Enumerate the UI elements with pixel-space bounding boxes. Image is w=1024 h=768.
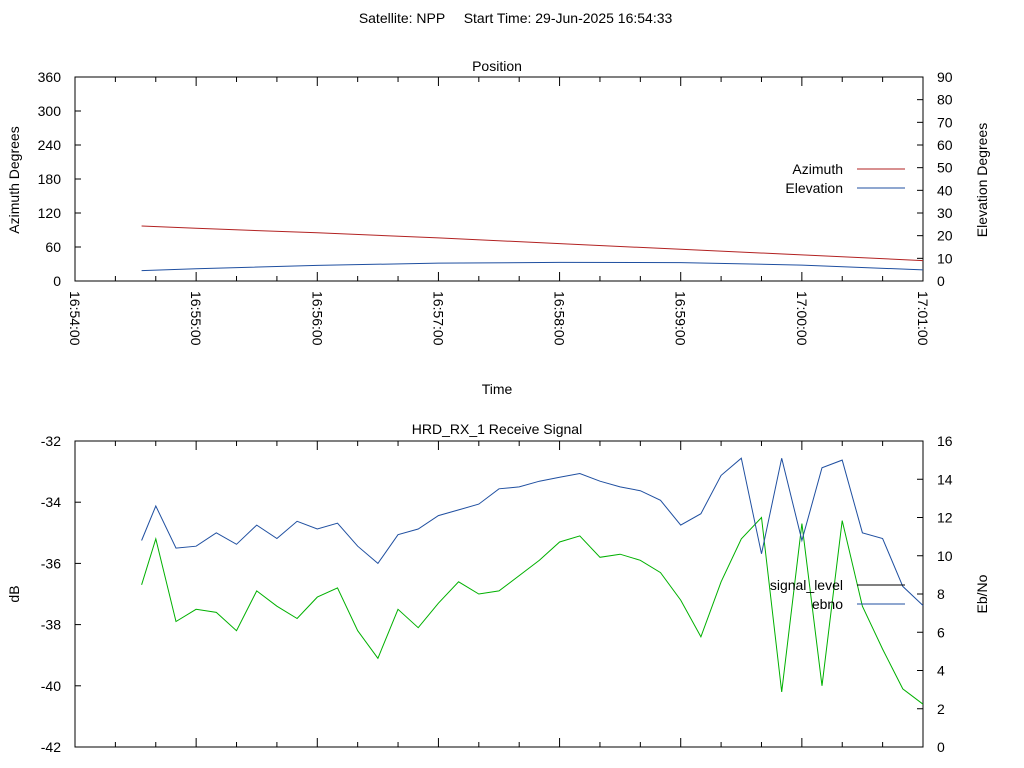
position-title: Position	[472, 58, 522, 74]
position-x-tick-label: 17:00:00	[794, 291, 810, 346]
signal-level-series-line	[141, 516, 924, 705]
position-tick-marks	[74, 76, 924, 282]
position-x-tick-label: 16:57:00	[430, 291, 446, 346]
signal-y-tick-label: -32	[41, 433, 61, 449]
position-x-axis-title: Time	[482, 381, 513, 397]
position-x-tick-label: 16:59:00	[673, 291, 689, 346]
position-y2-tick-label: 0	[937, 273, 945, 289]
position-x-tick-label: 16:56:00	[309, 291, 325, 346]
signal-y2-axis-title: Eb/No	[974, 574, 990, 613]
position-y-tick-label: 240	[38, 137, 62, 153]
header-satellite: Satellite: NPP	[359, 10, 445, 26]
signal-y-tick-label: -38	[41, 617, 61, 633]
position-x-tick-label: 17:01:00	[915, 291, 931, 346]
signal-y2-tick-label: 4	[937, 663, 945, 679]
legend-ebno-label: ebno	[812, 596, 843, 612]
signal-y-tick-label: -34	[41, 494, 61, 510]
signal-y2-tick-label: 16	[937, 433, 953, 449]
position-y2-tick-label: 50	[937, 160, 953, 176]
position-y-tick-labels: 0 60 120 180 240 300 360	[38, 69, 62, 289]
signal-y2-tick-label: 14	[937, 471, 953, 487]
position-y-tick-label: 300	[38, 103, 62, 119]
signal-y2-tick-labels: 0 2 4 6 8 10 12 14 16	[937, 433, 953, 755]
position-y-tick-label: 360	[38, 69, 62, 85]
signal-panel: HRD_RX_1 Receive Signal -42-40-38-36-34-…	[6, 421, 990, 755]
legend-signal-level-label: signal_level	[770, 577, 843, 593]
position-x-tick-label: 16:55:00	[188, 291, 204, 346]
position-y2-tick-labels: 0 10 20 30 40 50 60 70 80 90	[937, 69, 953, 289]
signal-y-tick-label: -42	[41, 739, 61, 755]
position-x-tick-label: 16:58:00	[552, 291, 568, 346]
position-y2-tick-label: 20	[937, 228, 953, 244]
ebno-series-line	[141, 457, 924, 606]
signal-legend: signal_level ebno	[770, 577, 905, 612]
position-y2-tick-label: 40	[937, 182, 953, 198]
position-y2-tick-label: 30	[937, 205, 953, 221]
position-x-tick-labels: 16:54:00 16:55:00 16:56:00 16:57:00 16:58:00…	[67, 291, 931, 346]
signal-y2-tick-label: 12	[937, 510, 953, 526]
position-y2-tick-label: 10	[937, 250, 953, 266]
signal-y2-tick-label: 2	[937, 701, 945, 717]
signal-tick-marks	[74, 440, 924, 748]
signal-y2-tick-label: 10	[937, 548, 953, 564]
signal-title: HRD_RX_1 Receive Signal	[412, 421, 582, 437]
position-y-tick-label: 60	[45, 239, 61, 255]
position-y2-tick-label: 70	[937, 114, 953, 130]
signal-y2-tick-label: 8	[937, 586, 945, 602]
signal-y-tick-labels: -42 -40 -38 -36 -34 -32	[41, 433, 61, 755]
position-y2-tick-label: 80	[937, 92, 953, 108]
legend-elevation-label: Elevation	[785, 180, 843, 196]
position-y-tick-label: 180	[38, 171, 62, 187]
azimuth-series-line	[141, 225, 924, 262]
signal-y-axis-title: dB	[6, 585, 22, 602]
position-y-tick-label: 120	[38, 205, 62, 221]
signal-y2-tick-label: 0	[937, 739, 945, 755]
signal-plot-frame	[74, 440, 924, 748]
position-y-axis-title: Azimuth Degrees	[6, 126, 22, 233]
position-y2-tick-label: 60	[937, 137, 953, 153]
position-y2-axis-title: Elevation Degrees	[974, 123, 990, 237]
position-legend: Azimuth Elevation	[785, 161, 905, 196]
position-plot-frame	[74, 76, 924, 282]
legend-azimuth-label: Azimuth	[792, 161, 843, 177]
signal-y-tick-label: -36	[41, 555, 61, 571]
position-x-tick-label: 16:54:00	[67, 291, 83, 346]
elevation-series-line	[141, 261, 924, 272]
signal-y-tick-label: -40	[41, 678, 61, 694]
position-y-tick-label: 0	[53, 273, 61, 289]
position-y2-tick-label: 90	[937, 69, 953, 85]
header-start-time: Start Time: 29-Jun-2025 16:54:33	[464, 10, 673, 26]
position-panel: Position 0 60 120 180 240 300 360 0 10 20 30 40 50 6…	[6, 58, 990, 397]
signal-y2-tick-label: 6	[937, 624, 945, 640]
